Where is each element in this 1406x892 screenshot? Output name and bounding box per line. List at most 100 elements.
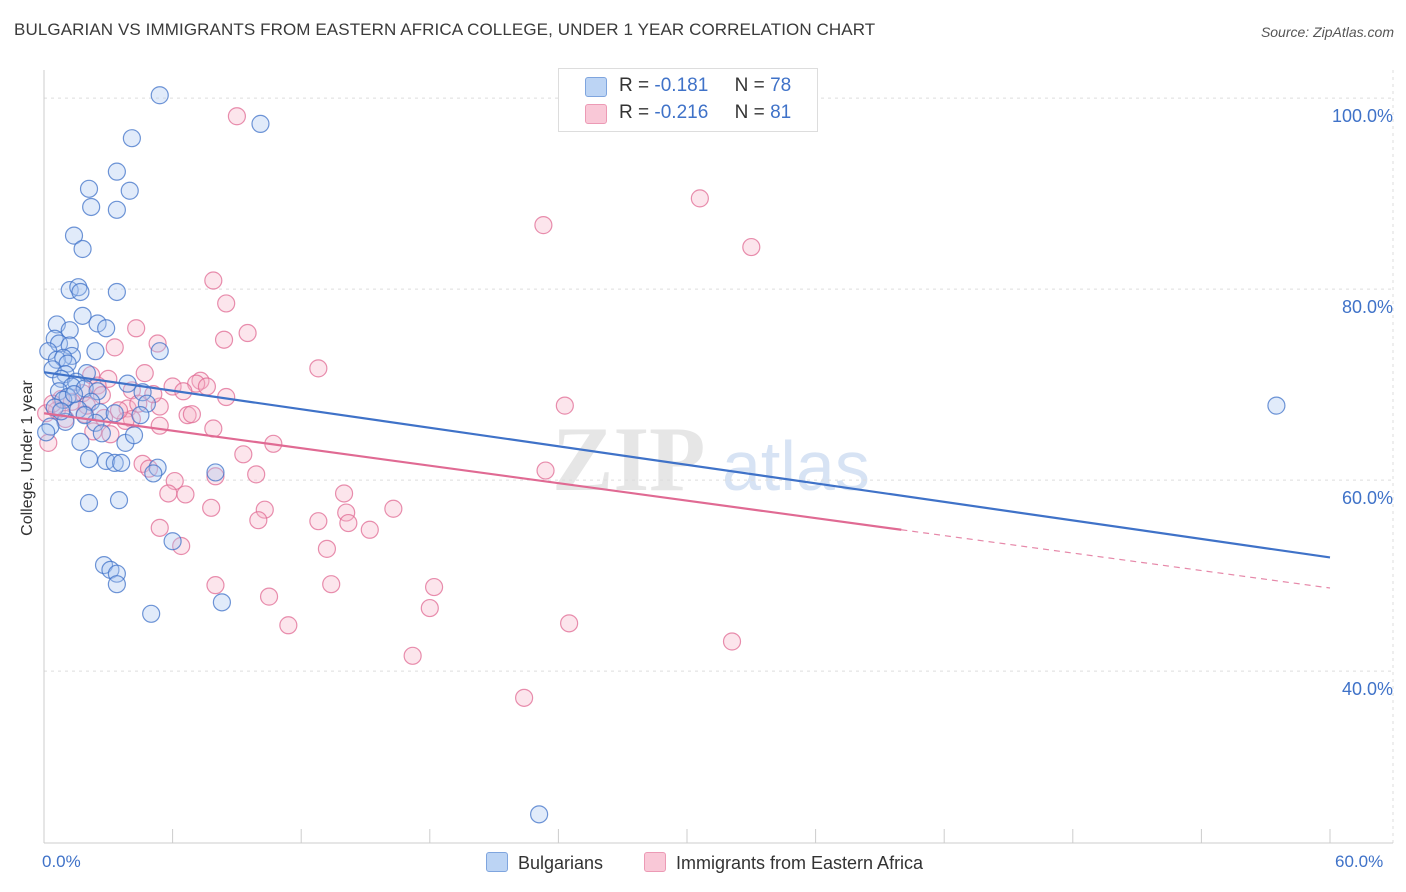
trend-line-bulgarians (43, 371, 1331, 559)
data-point (1267, 396, 1286, 415)
correlation-legend: R = -0.181 N = 78 R = -0.216 N = 81 (558, 68, 818, 132)
data-point (124, 426, 144, 445)
data-point (71, 282, 90, 302)
data-point (71, 432, 90, 451)
data-point (137, 394, 156, 413)
data-point (560, 614, 579, 633)
source-credit: Source: ZipAtlas.com (1260, 24, 1394, 40)
data-point (206, 576, 225, 595)
legend-swatch-pink (585, 104, 607, 124)
legend-n-label: N = (734, 102, 765, 123)
watermark-zip: ZIP (552, 408, 705, 510)
data-point (107, 162, 126, 181)
data-point (384, 499, 403, 518)
data-point (144, 464, 163, 483)
legend-r-value-blue: -0.181 (654, 75, 709, 96)
y-tick-label: 60.0% (1342, 488, 1393, 508)
data-point (206, 463, 225, 482)
data-point (150, 518, 169, 537)
bottom-legend-swatch-pink (644, 852, 666, 872)
data-point (79, 449, 99, 469)
chart-title: BULGARIAN VS IMMIGRANTS FROM EASTERN AFR… (14, 20, 876, 39)
y-tick-label: 40.0% (1342, 679, 1393, 699)
data-point (182, 405, 201, 424)
y-axis-label: College, Under 1 year (19, 380, 36, 536)
legend-r-label: R = (619, 102, 650, 123)
axes (43, 70, 1393, 844)
data-point (150, 416, 169, 435)
data-point (131, 406, 150, 425)
data-point (255, 500, 274, 519)
bottom-legend-immigrants: Immigrants from Eastern Africa (644, 852, 923, 874)
data-point (73, 239, 92, 259)
data-point (403, 646, 422, 665)
data-point (64, 385, 84, 404)
data-point (163, 532, 182, 551)
data-point (251, 114, 270, 133)
data-point (212, 593, 231, 612)
data-point (150, 86, 169, 105)
data-point (107, 564, 126, 583)
data-point (105, 338, 124, 357)
data-point (135, 364, 154, 383)
bottom-legend-swatch-blue (486, 852, 508, 872)
data-point (722, 632, 742, 651)
data-point (238, 323, 257, 343)
data-point (47, 350, 66, 369)
data-point (37, 423, 56, 442)
data-point (247, 465, 266, 484)
data-point (279, 616, 298, 635)
data-point (317, 539, 337, 558)
data-point (202, 498, 221, 517)
data-point (176, 485, 195, 504)
data-point (555, 396, 574, 415)
data-point (97, 319, 116, 338)
data-point (75, 406, 94, 425)
y-tick-labels: 100.0% 80.0% 60.0% 40.0% (1332, 106, 1393, 699)
data-point (690, 189, 709, 208)
data-point (120, 181, 139, 200)
data-point (82, 197, 101, 217)
watermark-atlas: atlas (722, 427, 870, 505)
y-tick-label: 100.0% (1332, 106, 1393, 126)
data-point (79, 179, 99, 198)
data-point (60, 321, 79, 340)
data-point (112, 453, 131, 473)
data-point (217, 294, 236, 313)
data-point (424, 577, 444, 597)
data-point (88, 382, 107, 401)
x-tick-label-max: 60.0% (1335, 852, 1384, 871)
data-point (322, 575, 341, 594)
data-point (214, 330, 234, 349)
legend-n-value-pink: 81 (770, 102, 792, 123)
legend-swatch-blue (585, 77, 607, 97)
data-point (105, 404, 124, 423)
bottom-legend-label-immigrants: Immigrants from Eastern Africa (676, 853, 924, 873)
data-point (122, 129, 141, 148)
data-point (86, 342, 105, 361)
data-point (105, 453, 124, 473)
data-point (360, 520, 379, 539)
legend-n-label: N = (734, 75, 765, 96)
bottom-legend-label-bulgarians: Bulgarians (518, 853, 604, 873)
data-point (159, 484, 178, 503)
bottom-legend-bulgarians: Bulgarians (486, 852, 603, 874)
data-point (339, 513, 358, 533)
data-point (79, 493, 99, 513)
data-point (234, 445, 253, 464)
legend-n-value-blue: 78 (770, 75, 792, 96)
data-point (107, 282, 126, 302)
trend-line-immigrants (43, 412, 902, 531)
series-bulgarians (37, 86, 1286, 824)
data-point (88, 314, 107, 333)
data-point (536, 461, 555, 480)
data-point (309, 512, 328, 531)
data-point (150, 342, 169, 361)
data-point (206, 467, 225, 486)
data-point (420, 598, 439, 618)
data-point (109, 491, 129, 510)
data-point (73, 306, 92, 325)
data-point (249, 511, 268, 530)
data-point (127, 319, 146, 338)
